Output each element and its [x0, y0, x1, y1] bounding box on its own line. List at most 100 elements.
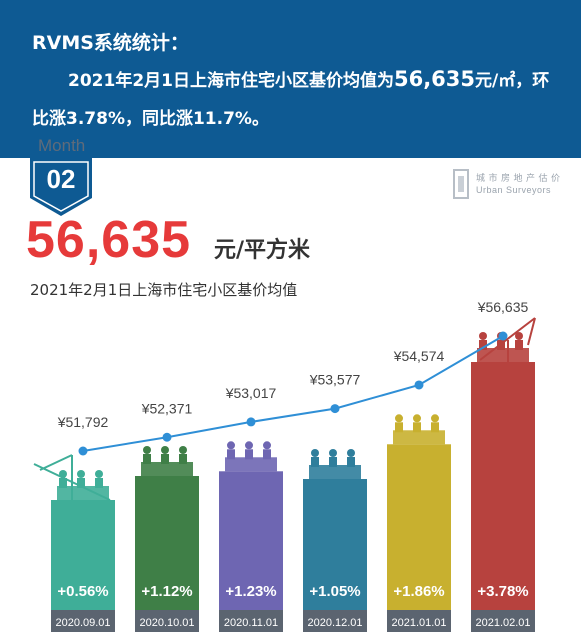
month-number: 02	[46, 164, 76, 194]
worker-body-icon	[515, 340, 523, 350]
bar-change-label: +1.23%	[225, 583, 276, 600]
month-badge: 02	[30, 158, 92, 216]
bar-platform	[141, 462, 193, 476]
headline-price: 56,635	[26, 211, 192, 269]
crane-jib	[479, 317, 536, 361]
bar	[51, 500, 115, 610]
crane-cable	[39, 454, 73, 471]
worker-body-icon	[413, 422, 421, 433]
bar-top-figures	[57, 470, 109, 500]
crane-jib	[33, 463, 111, 501]
bar-platform	[393, 430, 445, 445]
logo-text-cn: 城 市 房 地 产 估 价	[476, 173, 561, 183]
logo-text-en: Urban Surveyors	[476, 185, 552, 195]
worker-head-icon	[347, 449, 355, 457]
worker-head-icon	[179, 446, 187, 454]
banner-line-2: 比涨3.78%，同比涨11.7%。	[32, 109, 269, 129]
price-point	[498, 331, 508, 341]
banner-line-1-suffix: 元/㎡，环	[475, 71, 550, 91]
worker-head-icon	[311, 449, 319, 457]
bar-change-label: +1.86%	[393, 583, 444, 600]
banner-line-1-value: 56,635	[393, 67, 476, 91]
worker-head-icon	[161, 446, 169, 454]
bar-change-label: +1.05%	[309, 583, 360, 600]
bar-platform	[225, 457, 277, 472]
worker-head-icon	[515, 332, 523, 340]
worker-head-icon	[413, 414, 421, 423]
month-label: Month	[38, 136, 86, 155]
crane-icon	[33, 454, 111, 501]
bar-change-label: +3.78%	[477, 583, 528, 600]
bar	[135, 476, 199, 610]
worker-head-icon	[245, 441, 253, 450]
price-label: ¥52,371	[141, 400, 193, 416]
x-tick-label: 2020.12.01	[307, 617, 362, 629]
worker-body-icon	[431, 422, 439, 433]
worker-body-icon	[395, 422, 403, 433]
worker-body-icon	[263, 449, 271, 460]
worker-body-icon	[95, 478, 103, 488]
worker-body-icon	[479, 340, 487, 350]
bar-date-band	[387, 610, 451, 632]
logo-mark-icon	[453, 169, 469, 199]
price-point	[330, 404, 340, 414]
company-logo: 城 市 房 地 产 估 价 Urban Surveyors	[452, 168, 562, 202]
bar-platform	[477, 348, 529, 362]
worker-body-icon	[245, 449, 253, 460]
worker-head-icon	[95, 470, 103, 478]
worker-body-icon	[59, 478, 67, 488]
worker-body-icon	[329, 457, 337, 467]
price-label: ¥51,792	[57, 414, 109, 430]
bar-change-label: +1.12%	[141, 583, 192, 600]
headline-subtitle: 2021年2月1日上海市住宅小区基价均值	[30, 281, 298, 299]
worker-head-icon	[77, 470, 85, 478]
worker-head-icon	[263, 441, 271, 450]
banner-title: RVMS系统统计：	[32, 32, 189, 54]
bar-top-figures	[141, 446, 193, 476]
bar	[219, 471, 283, 610]
bar-change-label: +0.56%	[57, 583, 108, 600]
bar	[387, 444, 451, 610]
bar-date-band	[51, 610, 115, 632]
price-point	[78, 446, 88, 456]
worker-head-icon	[431, 414, 439, 423]
x-tick-label: 2020.11.01	[224, 617, 278, 629]
worker-body-icon	[77, 478, 85, 488]
bar-date-band	[219, 610, 283, 632]
bar	[303, 479, 367, 610]
price-point	[162, 432, 172, 442]
summary-banner: RVMS系统统计： 2021年2月1日上海市住宅小区基价均值为56,635元/㎡…	[0, 0, 581, 158]
worker-body-icon	[161, 454, 169, 464]
bar	[471, 362, 535, 610]
worker-head-icon	[227, 441, 235, 450]
x-tick-label: 2021.02.01	[475, 617, 530, 629]
bar-platform	[57, 486, 109, 500]
x-tick-label: 2021.01.01	[391, 617, 446, 629]
price-point	[246, 417, 256, 427]
price-label: ¥53,577	[309, 372, 361, 388]
worker-body-icon	[227, 449, 235, 460]
bar-date-band	[303, 610, 367, 632]
banner-line-1: 2021年2月1日上海市住宅小区基价均值为56,635元/㎡，环	[68, 66, 549, 91]
x-tick-label: 2020.09.01	[55, 617, 110, 629]
crane-cable	[527, 317, 536, 346]
price-label: ¥54,574	[393, 348, 445, 364]
banner-line-1-prefix: 2021年2月1日上海市住宅小区基价均值为	[68, 71, 394, 91]
month-badge-shape	[30, 158, 92, 216]
bar-top-figures	[309, 449, 361, 479]
worker-head-icon	[143, 446, 151, 454]
bar-platform	[309, 465, 361, 479]
worker-body-icon	[143, 454, 151, 464]
price-line	[82, 335, 504, 452]
bar-date-band	[471, 610, 535, 632]
worker-body-icon	[179, 454, 187, 464]
worker-body-icon	[311, 457, 319, 467]
price-point	[414, 380, 424, 390]
worker-body-icon	[347, 457, 355, 467]
bar-top-figures	[393, 414, 445, 445]
worker-head-icon	[479, 332, 487, 340]
headline-unit: 元/平方米	[214, 238, 311, 263]
bar-date-band	[135, 610, 199, 632]
crane-icon	[479, 317, 536, 380]
